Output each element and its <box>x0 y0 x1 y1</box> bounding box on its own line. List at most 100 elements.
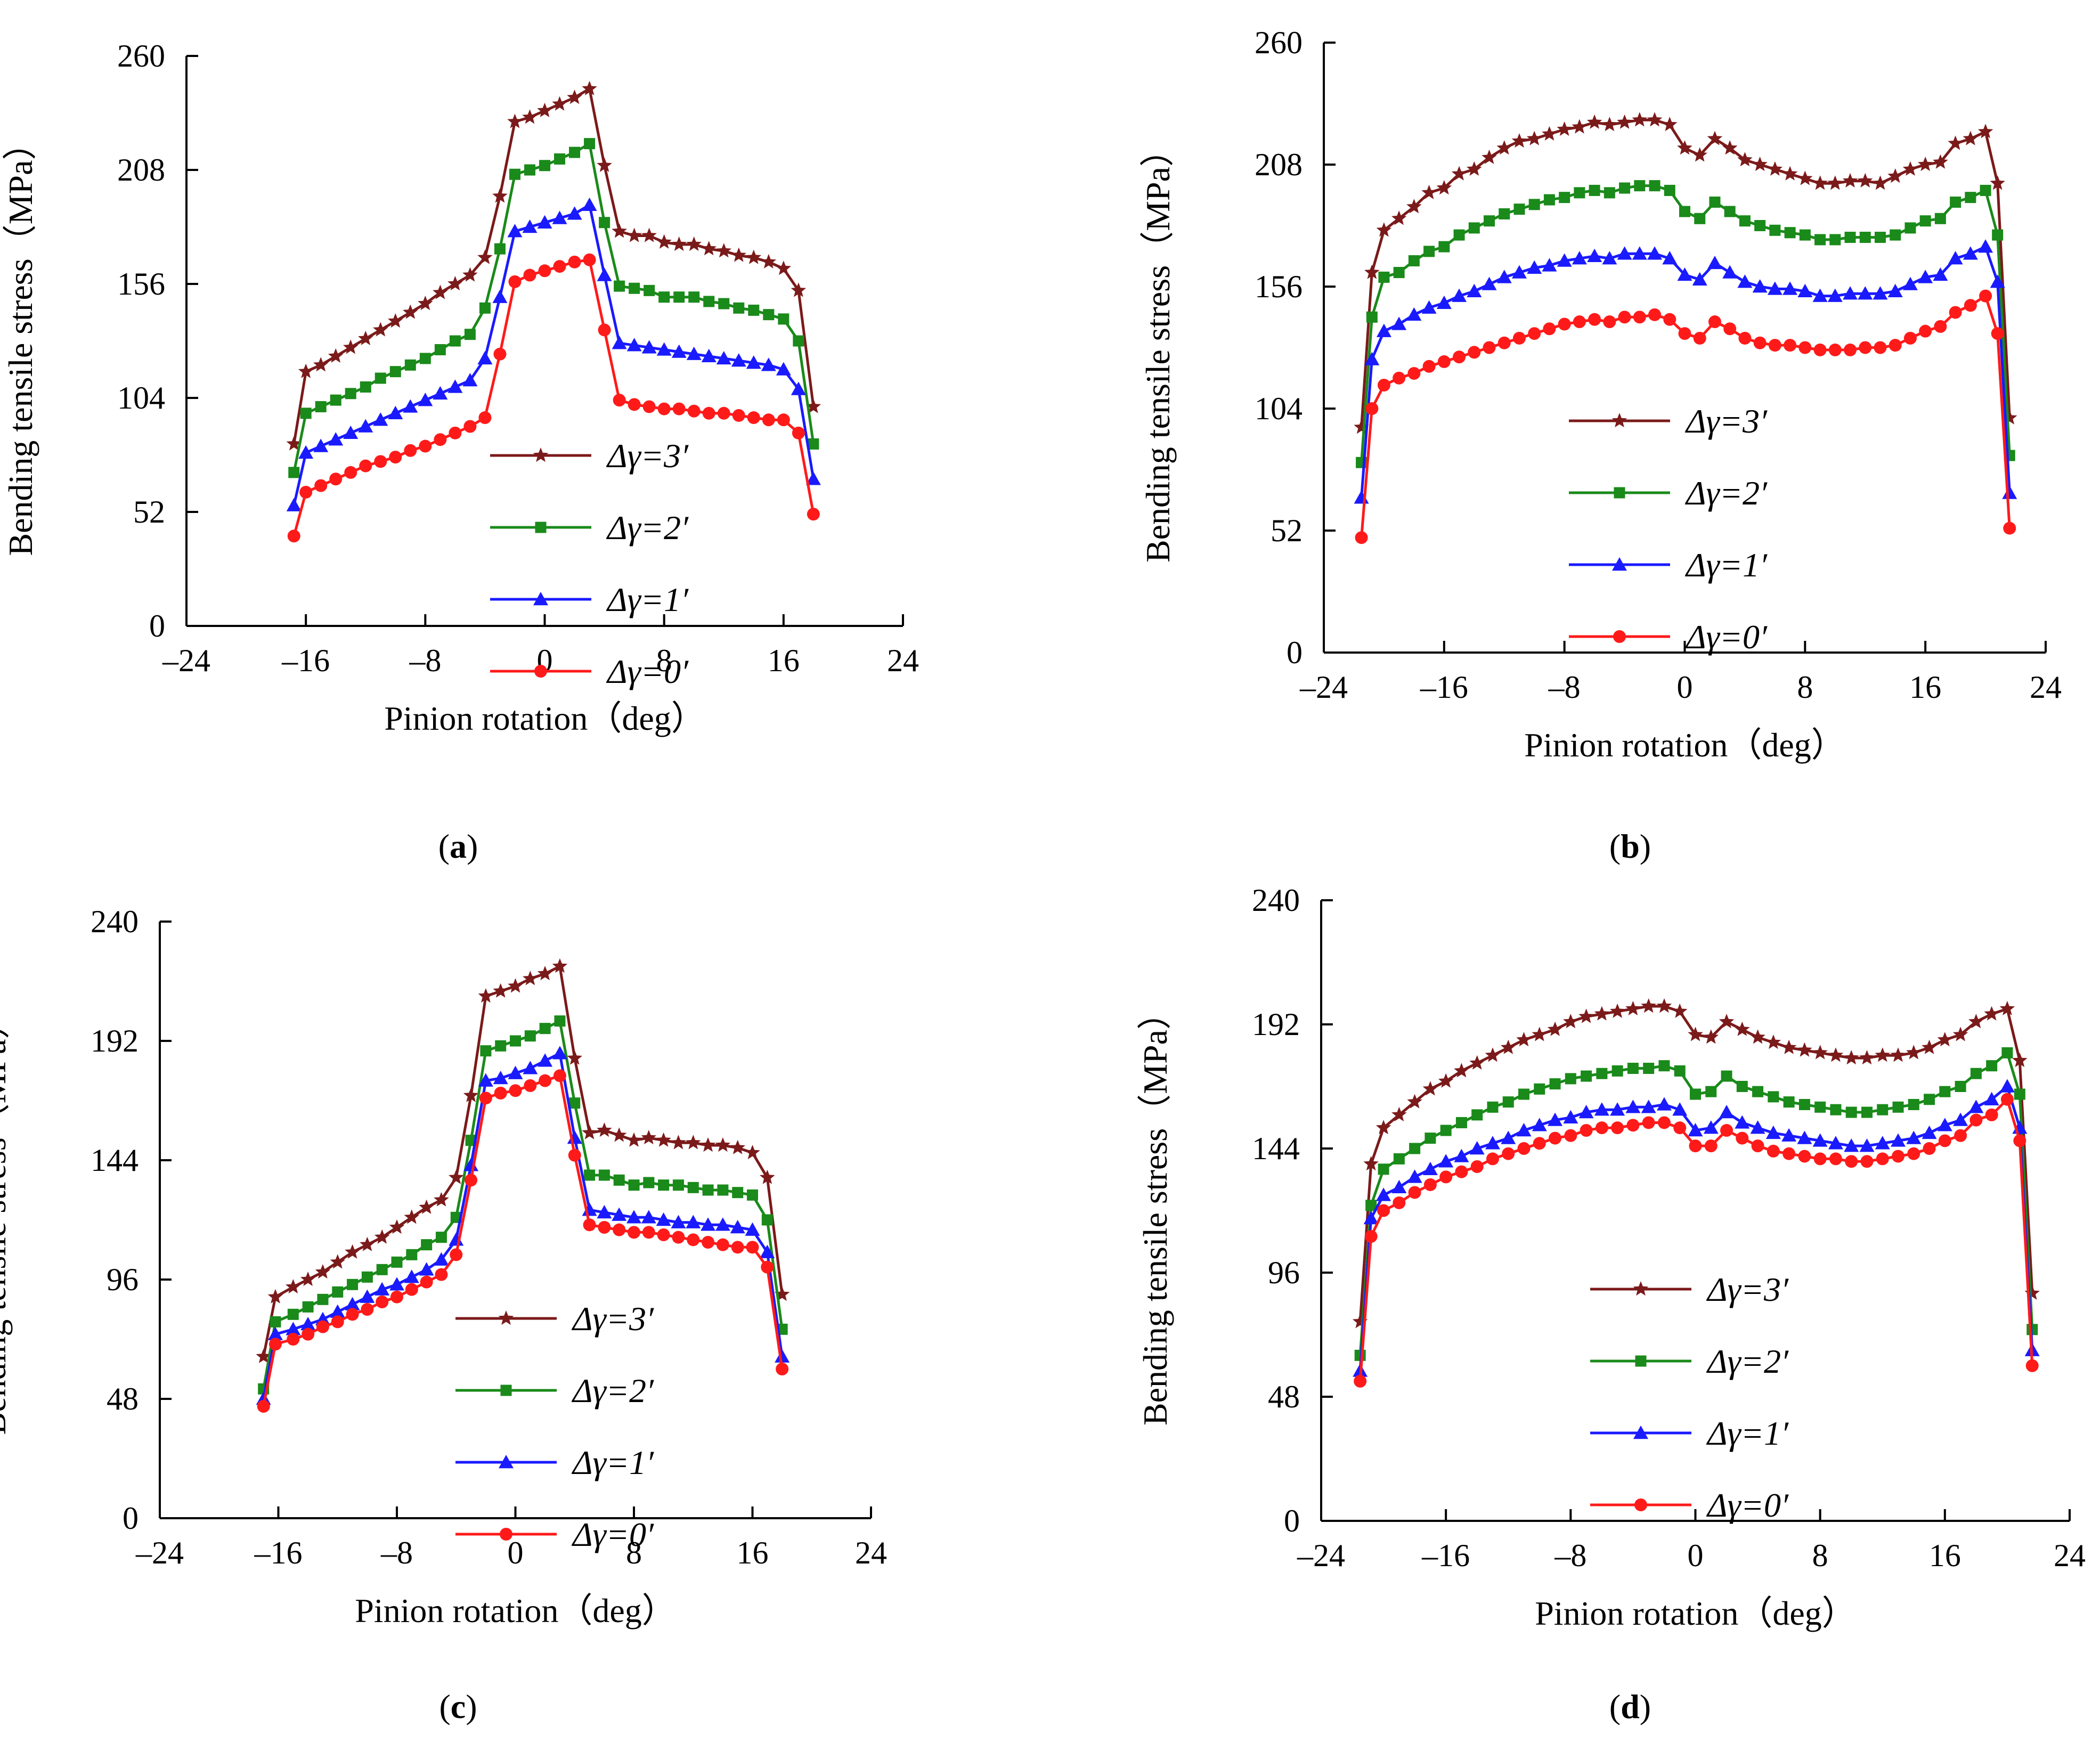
data-point <box>1532 1118 1547 1131</box>
data-point <box>1830 1104 1842 1115</box>
data-point <box>1753 336 1767 349</box>
y-tick-label: 156 <box>117 266 165 302</box>
x-tick-label: 0 <box>1688 1538 1704 1573</box>
data-point <box>347 1278 359 1290</box>
data-point <box>418 296 433 311</box>
data-point <box>1952 1027 1968 1041</box>
data-point <box>761 254 777 268</box>
data-point <box>522 109 538 124</box>
data-point <box>715 1137 731 1152</box>
y-tick-label: 208 <box>117 152 165 188</box>
data-point <box>628 1226 640 1239</box>
data-point <box>1438 241 1450 253</box>
data-point <box>1812 1045 1828 1060</box>
data-point <box>1501 1130 1516 1144</box>
legend-entry: Δγ=1′ <box>606 581 689 618</box>
data-point <box>257 1400 270 1413</box>
data-point <box>374 1229 390 1244</box>
legend-marker <box>534 665 547 678</box>
data-point <box>390 1290 403 1304</box>
data-point <box>1527 260 1542 274</box>
data-point <box>421 1239 433 1251</box>
data-point <box>478 411 492 425</box>
data-point <box>302 1301 314 1313</box>
data-point <box>807 508 820 521</box>
data-point <box>404 444 417 457</box>
data-point <box>1965 192 1976 203</box>
y-tick-label: 48 <box>1268 1379 1300 1414</box>
legend-marker <box>500 1384 512 1396</box>
data-point <box>1378 271 1390 283</box>
data-point <box>1977 124 1993 139</box>
data-point <box>658 291 670 303</box>
data-point <box>330 394 341 406</box>
data-point <box>1406 199 1422 214</box>
data-point <box>1641 1099 1656 1113</box>
data-point <box>686 346 702 360</box>
data-point <box>1586 114 1602 129</box>
data-point <box>373 322 388 337</box>
data-point <box>1423 246 1435 257</box>
data-point <box>1439 1170 1453 1184</box>
data-point <box>1784 339 1797 352</box>
data-point <box>672 402 686 416</box>
data-point <box>523 1061 538 1074</box>
data-point <box>1969 1113 1983 1127</box>
data-point <box>298 445 314 459</box>
data-point <box>1890 229 1901 241</box>
data-point <box>433 284 448 299</box>
data-point <box>1626 1119 1640 1132</box>
data-point <box>1948 135 1963 150</box>
data-point <box>1723 322 1737 336</box>
data-point <box>1594 1006 1610 1021</box>
data-point <box>345 1244 360 1259</box>
data-point <box>537 966 553 981</box>
data-point <box>1471 1109 1483 1121</box>
data-point <box>388 313 403 328</box>
data-point <box>1634 180 1646 192</box>
data-point <box>1719 1014 1735 1029</box>
data-point <box>495 1040 507 1052</box>
data-point <box>538 1053 553 1067</box>
data-point <box>492 289 508 303</box>
data-point <box>553 260 566 273</box>
data-point <box>1516 1123 1532 1137</box>
data-point <box>628 398 641 411</box>
x-tick-label: 24 <box>2054 1538 2086 1573</box>
data-point <box>1377 1204 1390 1217</box>
data-point <box>1799 229 1811 241</box>
data-point <box>494 1087 507 1099</box>
data-point <box>1797 283 1813 298</box>
data-point <box>2000 1093 2014 1106</box>
data-point <box>1391 316 1407 330</box>
data-point <box>1782 281 1798 295</box>
data-point <box>748 304 760 316</box>
legend: Δγ=3′ Δγ=2′ Δγ=1′ Δγ=0′ <box>490 437 689 690</box>
data-point <box>626 1132 642 1147</box>
y-tick-label: 96 <box>107 1262 139 1297</box>
data-point <box>686 236 702 251</box>
data-point <box>746 355 761 369</box>
data-point <box>389 451 402 464</box>
data-point <box>360 1236 375 1251</box>
data-point <box>1739 215 1751 227</box>
data-point <box>612 336 627 349</box>
data-point <box>1502 1147 1515 1160</box>
data-point <box>791 381 806 395</box>
data-point <box>1719 1105 1735 1119</box>
data-point <box>1767 1144 1780 1158</box>
legend-marker <box>498 1310 514 1325</box>
data-point <box>1421 300 1437 314</box>
data-point <box>731 247 746 262</box>
data-point <box>449 426 462 439</box>
data-point <box>629 282 640 294</box>
data-point <box>492 188 508 203</box>
series-line <box>292 258 815 536</box>
data-point <box>1843 1050 1859 1065</box>
data-point <box>1633 311 1646 324</box>
y-axis-label: Bending tensile stress（MPa） <box>1136 996 1174 1426</box>
data-point <box>1454 1063 1469 1078</box>
data-point <box>597 157 612 172</box>
data-point <box>1979 289 1992 303</box>
data-point <box>358 330 373 345</box>
